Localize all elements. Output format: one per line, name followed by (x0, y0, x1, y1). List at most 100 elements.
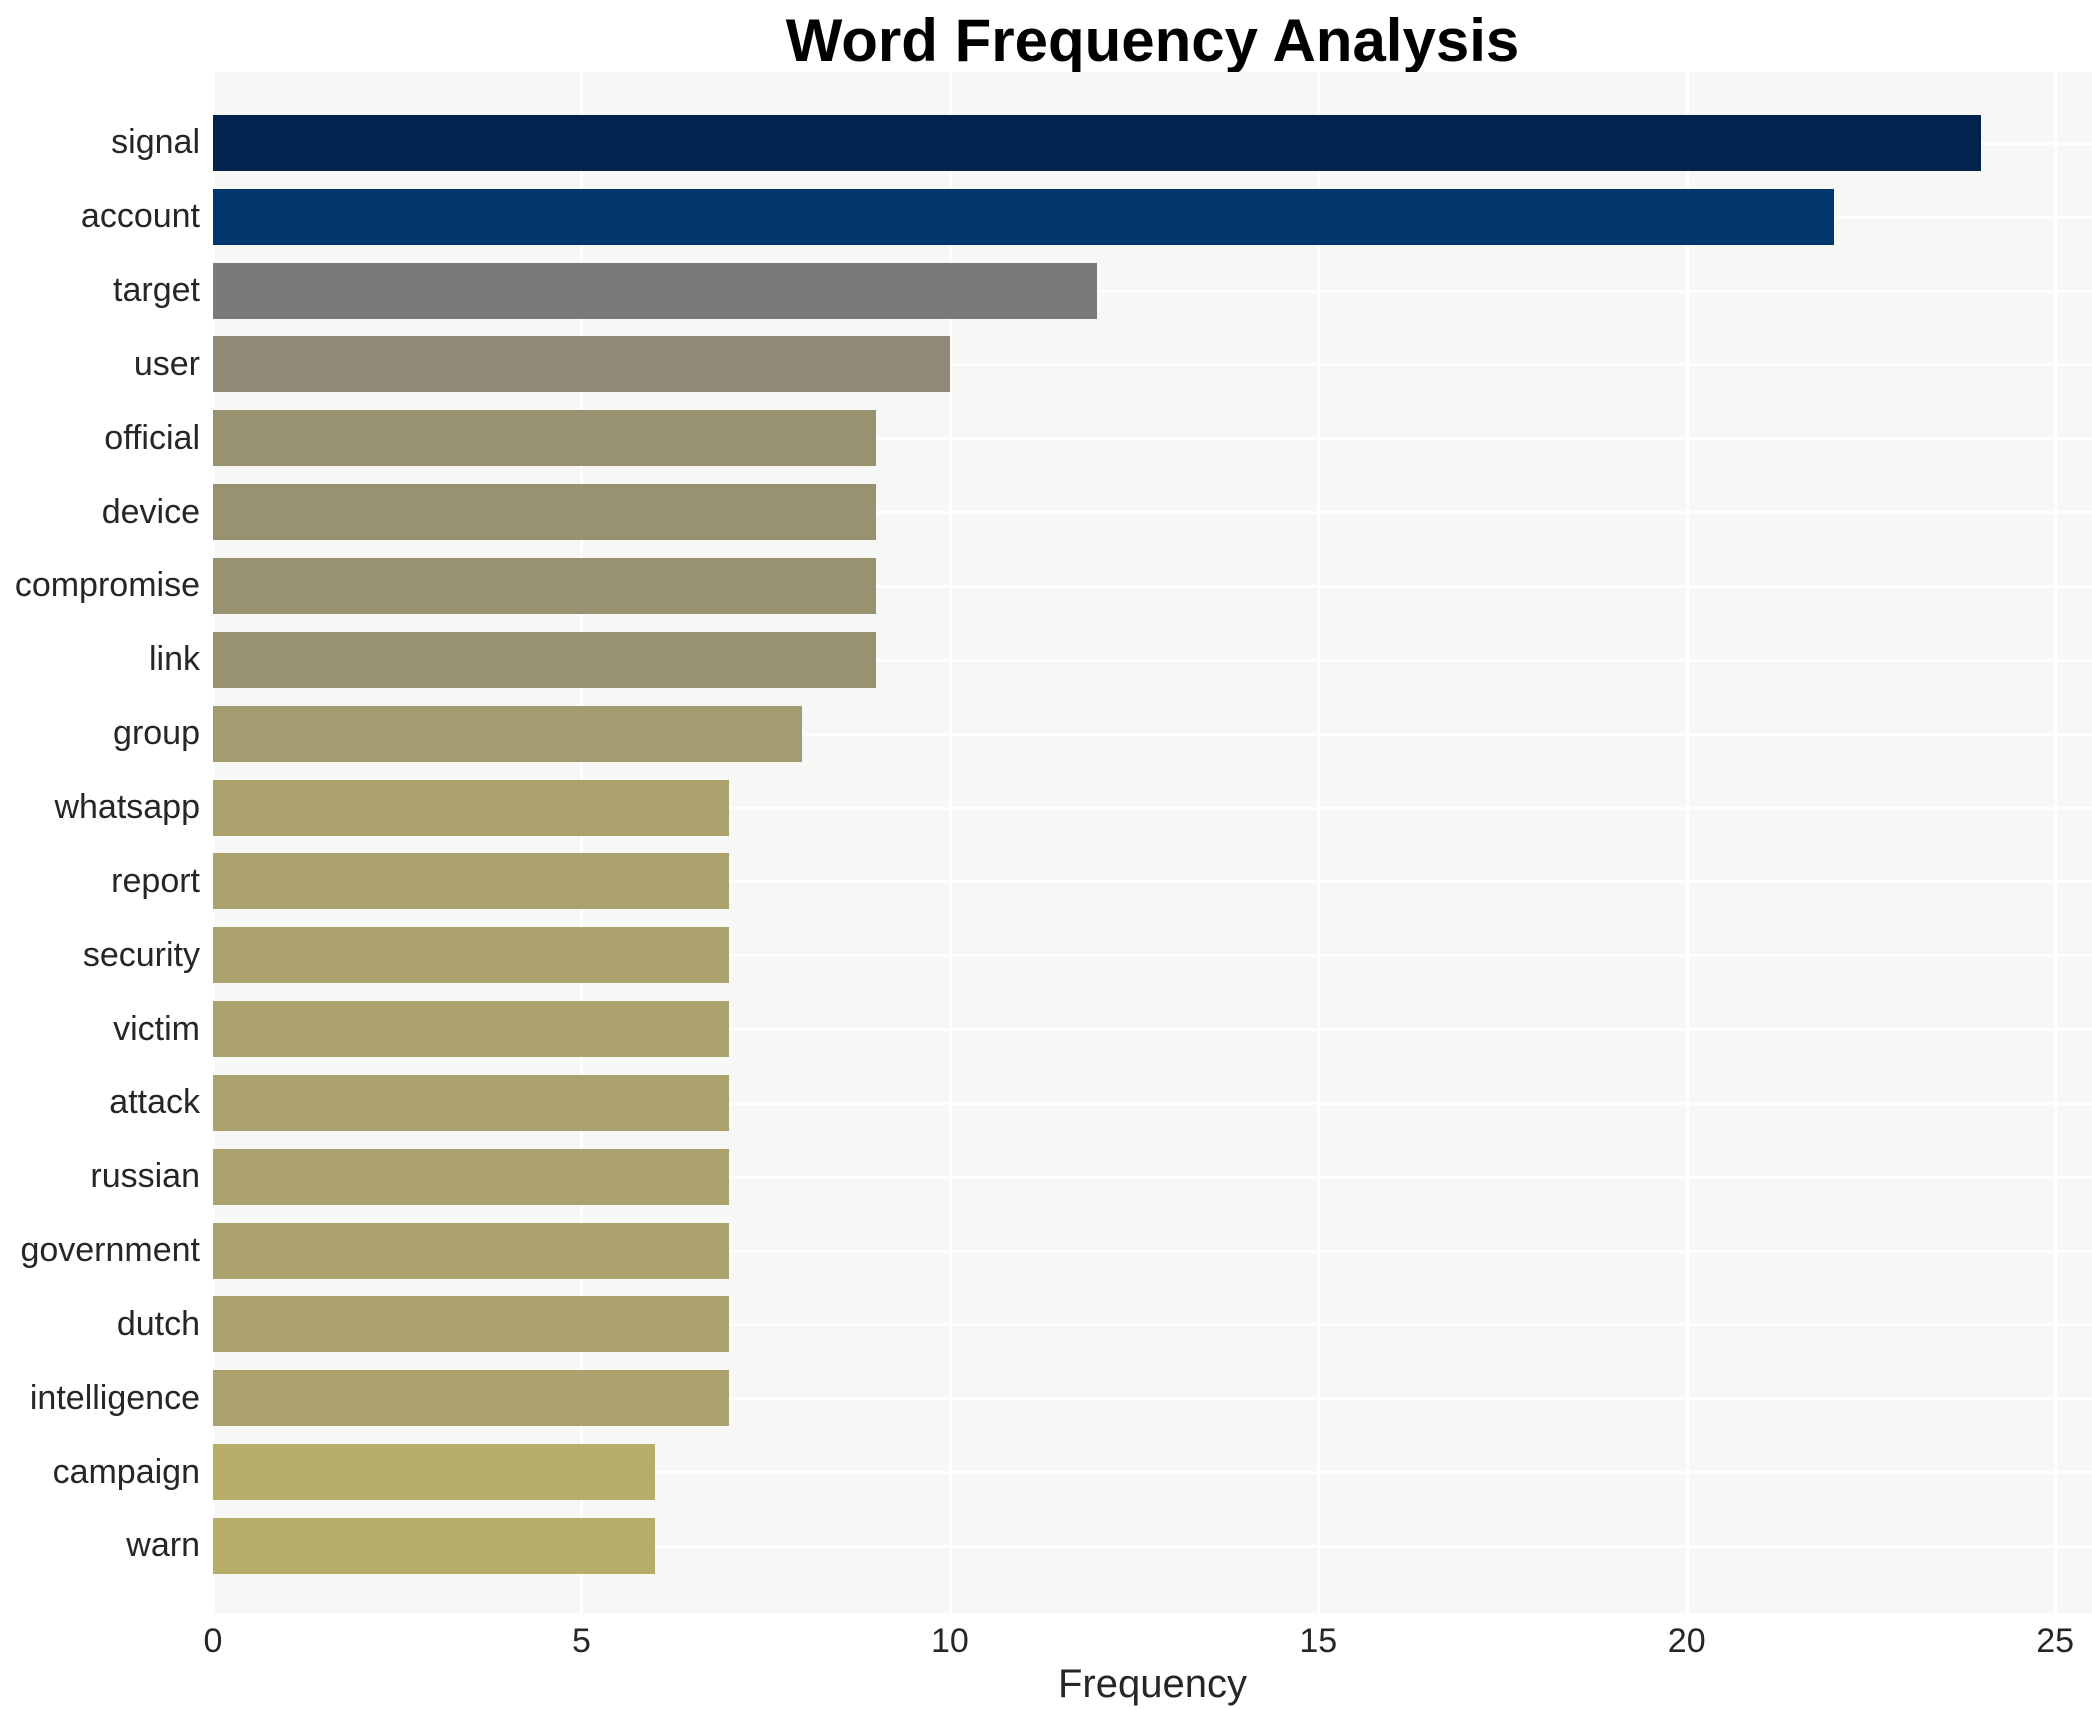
bar-track (213, 180, 2092, 254)
bar-track (213, 1066, 2092, 1140)
chart-row: campaign (0, 1435, 2092, 1509)
gridline-horizontal (213, 1101, 2092, 1105)
bar-track (213, 1288, 2092, 1362)
bar-russian (213, 1148, 729, 1205)
x-axis-title: Frequency (1058, 1662, 1247, 1706)
plot-area (212, 72, 2092, 1613)
chart-row: report (0, 844, 2092, 918)
gridline-horizontal (213, 1323, 2092, 1327)
bar-track (213, 844, 2092, 918)
bar-track (213, 1361, 2092, 1435)
y-axis-label: compromise (14, 566, 200, 605)
bar-report (213, 853, 729, 910)
chart-row: warn (0, 1509, 2092, 1583)
x-axis-ticks: 0 5 10 15 20 25 (204, 1622, 2092, 1664)
chart-row: signal (0, 106, 2092, 180)
chart-row: dutch (0, 1288, 2092, 1362)
bar-user (213, 336, 950, 393)
y-axis-label: official (104, 418, 200, 457)
chart-row: official (0, 401, 2092, 475)
gridline-vertical (1685, 72, 1689, 1613)
bar-track (213, 697, 2092, 771)
x-tick-label: 5 (571, 1622, 591, 1660)
chart-row: intelligence (0, 1361, 2092, 1435)
gridline-horizontal (213, 511, 2092, 515)
bar-link (213, 631, 877, 688)
y-axis-label: link (148, 640, 200, 679)
gridline-vertical (948, 72, 952, 1613)
bar-track (213, 771, 2092, 845)
chart-row: compromise (0, 549, 2092, 623)
bar-track (213, 1140, 2092, 1214)
y-axis-label: security (82, 935, 200, 974)
gridline-horizontal (213, 1028, 2092, 1032)
bar-target (213, 262, 1098, 319)
bar-government (213, 1222, 729, 1279)
y-axis-label: intelligence (29, 1378, 200, 1417)
chart-row: security (0, 918, 2092, 992)
gridline-horizontal (213, 584, 2092, 588)
bar-group (213, 705, 803, 762)
bar-device (213, 484, 877, 541)
gridline-horizontal (213, 289, 2092, 293)
bar-track (213, 1435, 2092, 1509)
bar-signal (213, 114, 1982, 171)
chart-row: attack (0, 1066, 2092, 1140)
chart-row: target (0, 254, 2092, 328)
bar-intelligence (213, 1370, 729, 1427)
gridline-horizontal (213, 1471, 2092, 1475)
bar-track (213, 1509, 2092, 1583)
bar-warn (213, 1517, 656, 1574)
chart-row: link (0, 623, 2092, 697)
bar-compromise (213, 557, 877, 614)
y-axis-label: victim (113, 1009, 200, 1048)
bar-track (213, 918, 2092, 992)
chart-row: account (0, 180, 2092, 254)
bar-track (213, 475, 2092, 549)
chart-row: device (0, 475, 2092, 549)
y-axis-label: russian (90, 1157, 200, 1196)
x-tick-label: 15 (1299, 1622, 1338, 1660)
chart-row: user (0, 328, 2092, 402)
bar-security (213, 927, 729, 984)
chart-row: russian (0, 1140, 2092, 1214)
bar-victim (213, 1001, 729, 1058)
y-axis-label: government (20, 1231, 200, 1270)
gridline-horizontal (213, 954, 2092, 958)
y-axis-label: target (113, 271, 200, 310)
bar-dutch (213, 1296, 729, 1353)
y-axis-label: campaign (52, 1452, 200, 1491)
bar-rows-container: signal account target user official device com… (0, 72, 2092, 1613)
y-axis-label: device (101, 492, 200, 531)
bar-track (213, 992, 2092, 1066)
x-tick-label: 25 (2036, 1622, 2075, 1660)
y-axis-label: warn (126, 1526, 200, 1565)
y-axis-label: report (111, 861, 200, 900)
gridline-vertical (580, 72, 584, 1613)
chart-row: whatsapp (0, 771, 2092, 845)
y-axis-label: account (80, 197, 200, 236)
bar-track (213, 106, 2092, 180)
gridline-horizontal (213, 1249, 2092, 1253)
bar-campaign (213, 1444, 656, 1501)
y-axis-label: user (133, 344, 200, 383)
bar-official (213, 410, 877, 467)
gridline-horizontal (213, 658, 2092, 662)
y-axis-label: attack (109, 1083, 200, 1122)
bar-track (213, 328, 2092, 402)
bar-attack (213, 1074, 729, 1131)
gridline-horizontal (213, 1175, 2092, 1179)
gridline-vertical (2054, 72, 2058, 1613)
x-tick-label: 10 (930, 1622, 969, 1660)
gridline-horizontal (213, 732, 2092, 736)
chart-row: government (0, 1214, 2092, 1288)
gridline-horizontal (213, 1397, 2092, 1401)
bar-whatsapp (213, 779, 729, 836)
chart-title: Word Frequency Analysis (785, 7, 1520, 74)
chart-row: victim (0, 992, 2092, 1066)
y-axis-label: group (113, 714, 200, 753)
x-tick-label: 0 (203, 1622, 223, 1660)
gridline-horizontal (213, 806, 2092, 810)
gridline-horizontal (213, 880, 2092, 884)
